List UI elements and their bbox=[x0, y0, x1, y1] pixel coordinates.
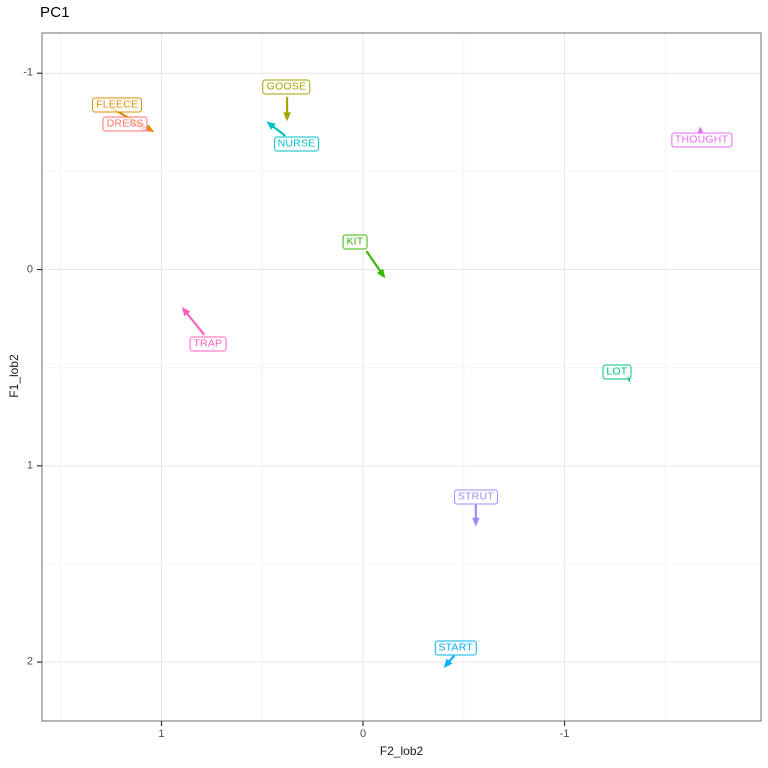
vowel-arrowhead-thought bbox=[697, 126, 704, 133]
vowel-label-strut: STRUT bbox=[453, 489, 498, 505]
vowel-arrowhead-start bbox=[443, 658, 453, 669]
vowel-arrowhead-strut bbox=[472, 517, 480, 527]
vowel-label-lot: LOT bbox=[602, 364, 632, 380]
y-tick-label: 2 bbox=[26, 655, 33, 668]
vowel-label-goose: GOOSE bbox=[262, 79, 311, 95]
vowel-label-thought: THOUGHT bbox=[670, 132, 733, 148]
x-tick-label: 1 bbox=[158, 728, 165, 740]
y-tick-label: -1 bbox=[23, 66, 33, 79]
x-tick-label: 0 bbox=[359, 728, 367, 740]
vowel-arrow-trap bbox=[183, 309, 205, 336]
vowel-arrowhead-nurse bbox=[266, 121, 276, 130]
y-tick-label: 1 bbox=[26, 459, 33, 472]
vowel-label-fleece: FLEECE bbox=[92, 97, 143, 113]
vowel-arrow-kit bbox=[365, 250, 384, 276]
vowel-arrowhead-goose bbox=[283, 112, 291, 122]
vowel-label-kit: KIT bbox=[342, 234, 368, 250]
vowel-arrowhead-trap bbox=[181, 306, 191, 317]
y-tick-label: 0 bbox=[26, 263, 33, 276]
vowel-arrowhead-kit bbox=[376, 268, 386, 279]
plot-panel-border bbox=[41, 32, 762, 722]
vowel-label-start: START bbox=[434, 640, 477, 656]
vowel-label-nurse: NURSE bbox=[273, 136, 320, 152]
chart-title: PC1 bbox=[40, 4, 70, 21]
vowel-label-dress: DRESS bbox=[102, 116, 148, 132]
vowel-label-trap: TRAP bbox=[189, 336, 227, 352]
x-tick-label: -1 bbox=[559, 728, 570, 740]
x-axis-label: F2_lob2 bbox=[379, 744, 424, 758]
